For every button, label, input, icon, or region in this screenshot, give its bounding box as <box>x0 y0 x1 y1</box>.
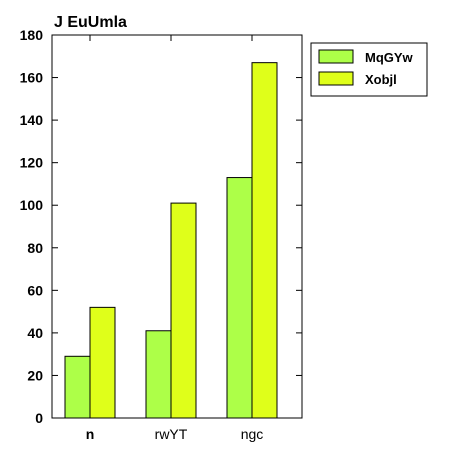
y-ticks-group: 0 20 40 60 80 100 120 140 160 180 <box>20 27 302 426</box>
bar-Xobjl-rwYT <box>170 202 197 419</box>
y-tick-label: 60 <box>27 282 43 298</box>
x-tick-label: n <box>86 426 95 442</box>
x-tick-label: rwYT <box>155 426 188 442</box>
legend-swatch-Xobjl <box>318 71 354 86</box>
y-tick-label: 160 <box>20 70 44 86</box>
x-tick-label: ngc <box>241 426 264 442</box>
legend-label: Xobjl <box>365 72 397 87</box>
y-tick-label: 180 <box>20 27 44 43</box>
legend: MqGYw Xobjl <box>310 42 428 97</box>
bar-MqGYw-rwYT <box>145 330 172 419</box>
axes-group <box>51 34 303 419</box>
y-tick-label: 40 <box>27 325 43 341</box>
chart-title: J EuUmla <box>54 14 127 31</box>
bar-Xobjl-n <box>89 306 116 419</box>
y-tick-label: 140 <box>20 112 44 128</box>
y-tick-label: 20 <box>27 367 43 383</box>
bar-MqGYw-ngc <box>226 177 253 419</box>
bar-Xobjl-ngc <box>251 62 278 419</box>
legend-swatch-MqGYw <box>318 49 354 64</box>
bar-MqGYw-n <box>64 355 91 419</box>
bars-group <box>64 62 278 419</box>
y-tick-label: 0 <box>35 410 43 426</box>
y-tick-label: 100 <box>20 197 44 213</box>
y-tick-label: 80 <box>27 240 43 256</box>
x-ticks-group: n rwYT ngc <box>86 35 264 442</box>
legend-label: MqGYw <box>365 50 414 65</box>
y-tick-label: 120 <box>20 155 44 171</box>
plot-frame <box>51 34 303 419</box>
